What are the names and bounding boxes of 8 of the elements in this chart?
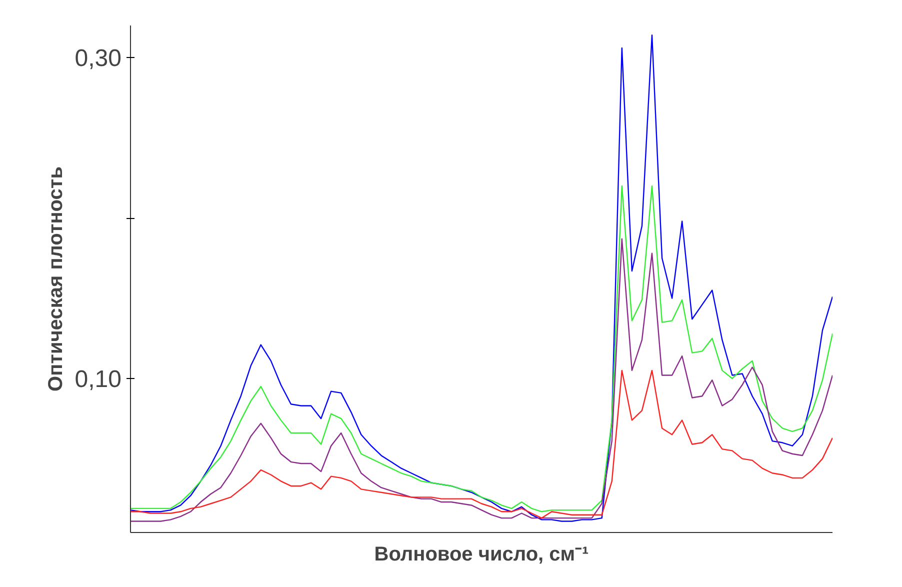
line-series (130, 238, 832, 522)
y-axis-title: Оптическая плотность (44, 166, 67, 392)
line-series (130, 185, 832, 512)
x-axis-title: Волновое число, см⁻¹ (374, 544, 590, 566)
line-series (130, 370, 832, 519)
y-tick-label: 0,10 (74, 366, 122, 393)
line-series (130, 34, 832, 522)
y-tick-label: 0,30 (74, 45, 122, 72)
